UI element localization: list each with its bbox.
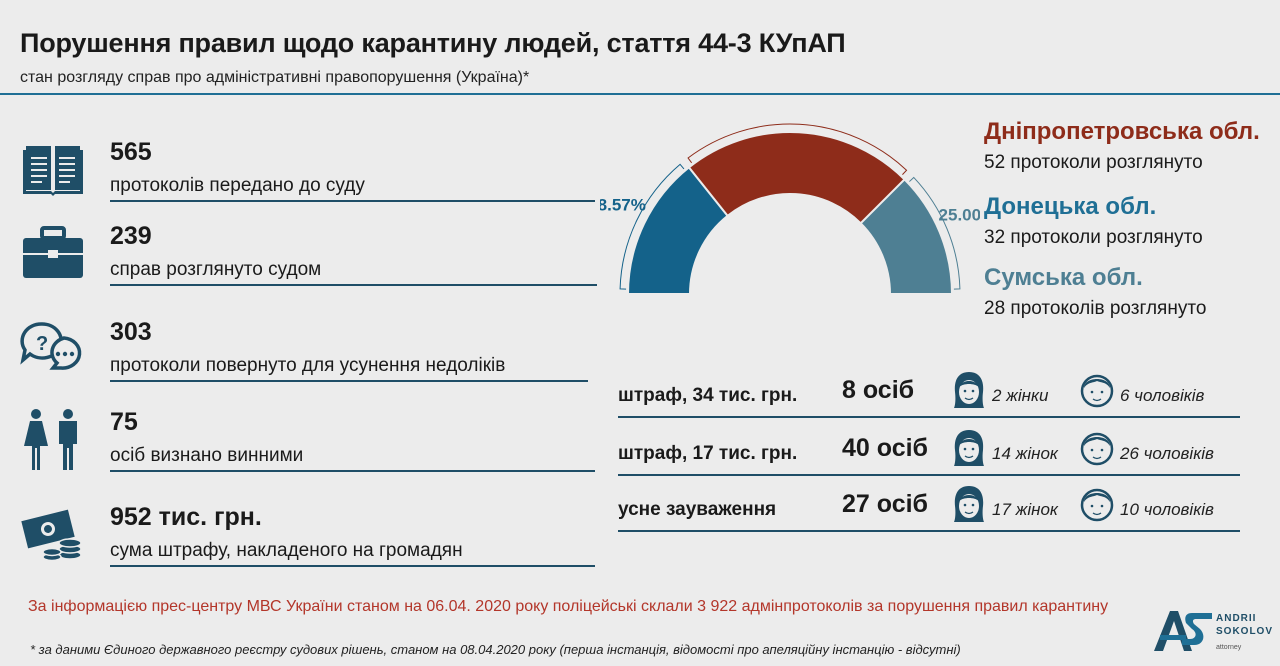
stat-divider bbox=[110, 380, 588, 382]
region-dnipropetrovsk: Дніпропетровська обл. 52 протоколи розгл… bbox=[984, 118, 1260, 174]
man-face-icon bbox=[1080, 374, 1114, 408]
stat-divider bbox=[110, 470, 595, 472]
slice-dnipropetrovsk bbox=[687, 131, 906, 225]
stat-cases-reviewed: 239 справ розглянуто судом bbox=[20, 222, 597, 302]
stat-label: протоколів передано до суду bbox=[110, 175, 365, 196]
women-count: 14 жінок bbox=[992, 444, 1058, 463]
men-count: 6 чоловіків bbox=[1120, 386, 1205, 405]
region-donetsk: Донецька обл. 32 протоколи розглянуто bbox=[984, 193, 1203, 249]
region-name: Донецька обл. bbox=[984, 193, 1157, 220]
stat-protocols-returned: ? 303 протоколи повернуто для усунення н… bbox=[20, 318, 588, 398]
stat-label: осіб визнано винними bbox=[110, 445, 304, 466]
region-detail: 52 протоколи розглянуто bbox=[984, 152, 1203, 173]
page-title: Порушення правил щодо карантину людей, с… bbox=[20, 28, 846, 58]
footnote: * за даними Єдиного державного реєстру с… bbox=[30, 642, 961, 657]
stat-value: 239 bbox=[110, 222, 152, 250]
page-subtitle: стан розгляду справ про адміністративні … bbox=[20, 69, 530, 86]
region-detail: 28 протоколів розглянуто bbox=[984, 298, 1207, 319]
penalty-divider bbox=[618, 530, 1240, 532]
stat-label: справ розглянуто судом bbox=[110, 259, 322, 280]
stat-label: сума штрафу, накладеного на громадян bbox=[110, 540, 463, 561]
women-count: 17 жінок bbox=[992, 500, 1058, 519]
slice-bracket bbox=[687, 123, 908, 175]
slice-sumy bbox=[859, 178, 954, 295]
penalty-type: усне зауваження bbox=[618, 499, 777, 520]
man-face-icon bbox=[1080, 432, 1114, 466]
title-divider bbox=[0, 93, 1280, 95]
logo-mark-icon bbox=[1154, 611, 1212, 651]
stat-fine-total: 952 тис. грн. сума штрафу, накладеного н… bbox=[20, 503, 595, 583]
briefcase-icon bbox=[23, 226, 83, 278]
men-count: 26 чоловіків bbox=[1120, 444, 1214, 463]
slice-bracket bbox=[619, 163, 685, 290]
region-detail: 32 протоколи розглянуто bbox=[984, 227, 1203, 248]
penalty-row: штраф, 34 тис. грн. 8 осіб 2 жінки 6 чол… bbox=[618, 372, 1240, 418]
people-icon bbox=[24, 409, 77, 470]
stat-protocols-sent: 565 протоколів передано до суду bbox=[20, 138, 595, 218]
slice-label: 25.00% bbox=[939, 206, 980, 225]
region-share-half-donut-chart: 28.57%46.43%25.00% bbox=[600, 123, 980, 295]
penalty-divider bbox=[618, 474, 1240, 476]
women-count: 2 жінки bbox=[992, 386, 1049, 405]
penalty-row: усне зауваження 27 осіб 17 жінок 10 чоло… bbox=[618, 486, 1240, 532]
penalty-row: штраф, 17 тис. грн. 40 осіб 14 жінок 26 … bbox=[618, 430, 1240, 476]
region-name: Дніпропетровська обл. bbox=[984, 118, 1260, 145]
stat-value: 565 bbox=[110, 138, 152, 166]
logo-line-2: SOKOLOV bbox=[1216, 626, 1274, 637]
penalty-count: 27 осіб bbox=[842, 490, 928, 518]
men-count: 10 чоловіків bbox=[1120, 500, 1214, 519]
penalty-count: 8 осіб bbox=[842, 376, 915, 404]
region-name: Сумська обл. bbox=[984, 264, 1143, 291]
man-face-icon bbox=[1080, 488, 1114, 522]
stat-value: 75 bbox=[110, 408, 138, 436]
slice-bracket bbox=[909, 176, 961, 290]
penalty-count: 40 осіб bbox=[842, 434, 928, 462]
penalty-divider bbox=[618, 416, 1240, 418]
logo-line-1: ANDRII bbox=[1216, 613, 1257, 624]
source-note: За інформацією прес-центру МВС України с… bbox=[28, 598, 1109, 615]
logo: ANDRII SOKOLOV attorney bbox=[1152, 605, 1272, 660]
stat-value: 303 bbox=[110, 318, 152, 346]
woman-face-icon bbox=[954, 486, 984, 522]
penalty-type: штраф, 17 тис. грн. bbox=[618, 443, 798, 464]
stat-divider bbox=[110, 200, 595, 202]
penalty-type: штраф, 34 тис. грн. bbox=[618, 385, 798, 406]
slice-label: 28.57% bbox=[600, 196, 646, 215]
logo-line-3: attorney bbox=[1216, 644, 1242, 651]
woman-face-icon bbox=[954, 372, 984, 408]
money-icon bbox=[21, 509, 82, 562]
stat-label: протоколи повернуто для усунення недолік… bbox=[110, 355, 506, 376]
stat-persons-guilty: 75 осіб визнано винними bbox=[20, 408, 595, 488]
region-sumy: Сумська обл. 28 протоколів розглянуто bbox=[984, 264, 1206, 320]
book-icon bbox=[23, 146, 83, 196]
speech-bubbles-icon: ? bbox=[20, 322, 82, 370]
stat-value: 952 тис. грн. bbox=[110, 503, 262, 531]
svg-text:?: ? bbox=[36, 333, 48, 355]
woman-face-icon bbox=[954, 430, 984, 466]
stat-divider bbox=[110, 284, 597, 286]
stat-divider bbox=[110, 565, 595, 567]
